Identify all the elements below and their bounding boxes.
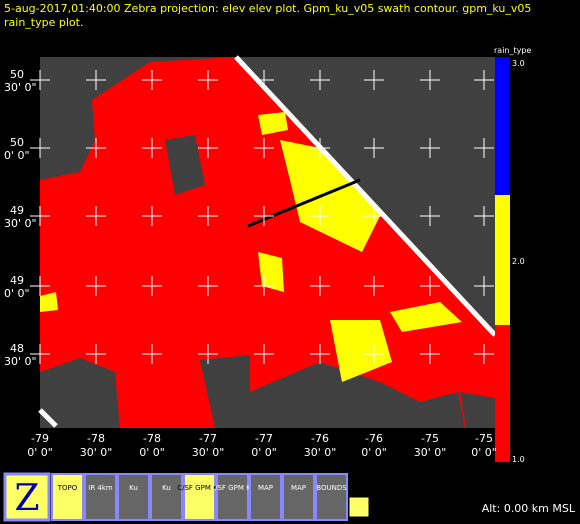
- colorbar-blue: [495, 57, 510, 195]
- toolbar-icon[interactable]: [282, 473, 315, 521]
- stratiform-area: [258, 112, 288, 135]
- swath-edge: [38, 408, 58, 428]
- icon-label: Ku: [162, 484, 171, 492]
- lon-label: -75: [475, 432, 493, 445]
- lon-label: 30' 0": [80, 446, 113, 459]
- lat-label: 48: [10, 342, 24, 355]
- lat-label: 30' 0": [4, 355, 37, 368]
- colorbar-label: 2.0: [512, 257, 525, 266]
- lat-label: 50: [10, 136, 24, 149]
- colorbar-label: 3.0: [512, 59, 525, 68]
- lon-label: 0' 0": [471, 446, 497, 459]
- colorbar-yellow: [495, 195, 510, 325]
- no-rain-area: [165, 135, 205, 195]
- lat-label: 0' 0": [4, 149, 30, 162]
- lon-label: -77: [199, 432, 217, 445]
- lon-label: 0' 0": [251, 446, 277, 459]
- swath-edge: [234, 55, 497, 337]
- toolbar-icon[interactable]: [150, 473, 183, 521]
- icon-bar: Z TOPO IR 4km Ku Ku C/SF GPM KuC/SF GPM Ku MAP…: [3, 472, 370, 522]
- lon-label: 30' 0": [414, 446, 447, 459]
- lat-label: 0' 0": [4, 287, 30, 300]
- toolbar-icon[interactable]: [249, 473, 282, 521]
- icon-label: TOPO: [57, 484, 78, 492]
- no-rain-area: [40, 57, 100, 165]
- toolbar-icon[interactable]: [51, 473, 84, 521]
- no-rain-area: [200, 355, 250, 428]
- zebra-logo: Z: [14, 478, 39, 519]
- map-plot: [38, 55, 497, 428]
- stratiform-area: [390, 302, 462, 332]
- toolbar-icon[interactable]: [84, 473, 117, 521]
- icon-label: MAP: [291, 484, 306, 492]
- lon-label: -77: [255, 432, 273, 445]
- stratiform-area: [280, 140, 382, 252]
- header-line: rain_type plot.: [4, 16, 83, 29]
- colorbar-label: 1.0: [512, 455, 525, 464]
- stratiform-area: [330, 320, 392, 382]
- lon-label: -78: [87, 432, 105, 445]
- cross-section-line: [247, 178, 361, 228]
- stratiform-area: [40, 292, 58, 312]
- icon-label: IR 4km: [88, 484, 113, 492]
- header-line: 5-aug-2017,01:40:00 Zebra projection: el…: [4, 2, 531, 15]
- lon-label: -78: [143, 432, 161, 445]
- lon-label: 30' 0": [192, 446, 225, 459]
- icon-label: BOUNDS: [316, 484, 347, 492]
- toolbar-icon[interactable]: [315, 473, 348, 521]
- lon-label: -79: [31, 432, 49, 445]
- grid-crosses: [30, 70, 494, 364]
- icon-label: C/SF GPM Ku: [177, 484, 222, 492]
- status-text: Alt: 0.00 km MSL: [482, 502, 576, 515]
- toolbar-icon[interactable]: [117, 473, 150, 521]
- lon-label: -76: [365, 432, 383, 445]
- lat-label: 49: [10, 274, 24, 287]
- lat-label: 50: [10, 68, 24, 81]
- zebra-icon[interactable]: [3, 472, 51, 522]
- lon-label: 0' 0": [27, 446, 53, 459]
- lat-label: 49: [10, 204, 24, 217]
- grid-icon[interactable]: [348, 496, 370, 518]
- lat-label: 30' 0": [4, 81, 37, 94]
- icon-label: C/SF GPM Ku: [210, 484, 255, 492]
- icon-label: Ku: [129, 484, 138, 492]
- lon-label: 30' 0": [304, 446, 337, 459]
- icon-label: MAP: [258, 484, 273, 492]
- toolbar-icon[interactable]: [183, 473, 216, 521]
- lon-label: 0' 0": [139, 446, 165, 459]
- colorbar-title: rain_type: [494, 46, 531, 55]
- colorbar-red: [495, 325, 510, 462]
- lon-label: -76: [311, 432, 329, 445]
- no-rain-area: [460, 392, 495, 428]
- lat-label: 30' 0": [4, 217, 37, 230]
- lon-label: -75: [421, 432, 439, 445]
- lon-label: 0' 0": [361, 446, 387, 459]
- toolbar-icon[interactable]: [216, 473, 249, 521]
